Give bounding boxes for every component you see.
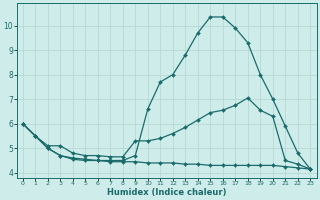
X-axis label: Humidex (Indice chaleur): Humidex (Indice chaleur) — [107, 188, 226, 197]
